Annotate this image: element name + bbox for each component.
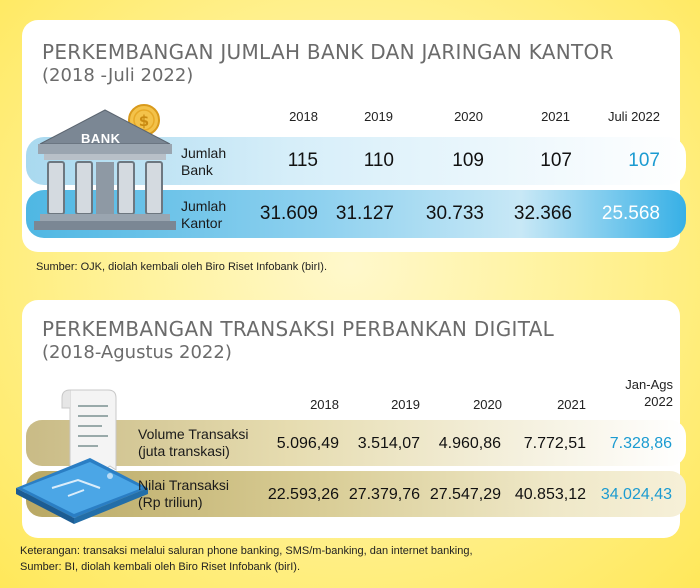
nilai-2021: 40.853,12 (514, 486, 586, 503)
volume-bar (26, 420, 686, 466)
kantor-2020: 30.733 (425, 203, 484, 224)
kantor-2018: 31.609 (259, 203, 318, 224)
section2-title: PERKEMBANGAN TRANSAKSI PERBANKAN DIGITAL (42, 317, 555, 341)
kantor-2021: 32.366 (513, 203, 572, 224)
nilai-2019: 27.379,76 (348, 486, 420, 503)
s1-year-3: 2021 (541, 109, 570, 124)
bank-building-icon: $ (30, 102, 180, 234)
section2-note: Keterangan: transaksi melalui saluran ph… (20, 545, 473, 557)
volume-label-1: Volume Transaksi (138, 426, 249, 442)
jumlah-kantor-label-1: Jumlah (181, 198, 227, 214)
volume-2020: 4.960,86 (438, 435, 501, 452)
s2-year-4b: 2022 (644, 394, 673, 409)
volume-2021: 7.772,51 (523, 435, 586, 452)
jumlah-bank-label-1: Jumlah (181, 145, 227, 161)
bank-juli-2022: 107 (628, 150, 660, 171)
kantor-2019: 31.127 (335, 203, 394, 224)
s2-year-1: 2019 (391, 397, 420, 412)
bank-2018: 115 (287, 150, 318, 171)
volume-2019: 3.514,07 (357, 435, 420, 452)
nilai-jan-ags-2022: 34.024,43 (600, 486, 672, 503)
bank-2019: 110 (363, 150, 394, 171)
section1-subtitle: (2018 -Juli 2022) (42, 65, 194, 86)
s2-year-4a: Jan-Ags (625, 377, 673, 392)
s2-year-0: 2018 (310, 397, 339, 412)
section2-source: Sumber: BI, diolah kembali oleh Biro Ris… (20, 561, 301, 573)
bank-sign: BANK (81, 131, 121, 146)
jumlah-bank-label-2: Bank (181, 162, 213, 178)
mobile-banking-icon (12, 384, 152, 534)
s2-year-2: 2020 (473, 397, 502, 412)
volume-2018: 5.096,49 (276, 435, 339, 452)
nilai-2018: 22.593,26 (267, 486, 339, 503)
section1-title: PERKEMBANGAN JUMLAH BANK DAN JARINGAN KA… (42, 40, 614, 64)
kantor-juli-2022: 25.568 (601, 203, 660, 224)
section2-subtitle: (2018-Agustus 2022) (42, 342, 232, 363)
nilai-2020: 27.547,29 (429, 486, 501, 503)
s1-year-0: 2018 (289, 109, 318, 124)
jumlah-kantor-label-2: Kantor (181, 215, 223, 231)
bank-2020: 109 (452, 150, 484, 171)
s1-year-4: Juli 2022 (607, 109, 660, 124)
nilai-label-1: Nilai Transaksi (138, 477, 230, 493)
nilai-label-2: (Rp triliun) (138, 494, 203, 510)
bank-2021: 107 (540, 150, 572, 171)
s1-year-1: 2019 (364, 109, 393, 124)
s1-year-2: 2020 (454, 109, 483, 124)
section1-source: Sumber: OJK, diolah kembali oleh Biro Ri… (36, 261, 328, 273)
volume-jan-ags-2022: 7.328,86 (609, 435, 672, 452)
svg-text:$: $ (139, 112, 149, 130)
volume-label-2: (juta transkasi) (138, 443, 230, 459)
s2-year-3: 2021 (557, 397, 586, 412)
